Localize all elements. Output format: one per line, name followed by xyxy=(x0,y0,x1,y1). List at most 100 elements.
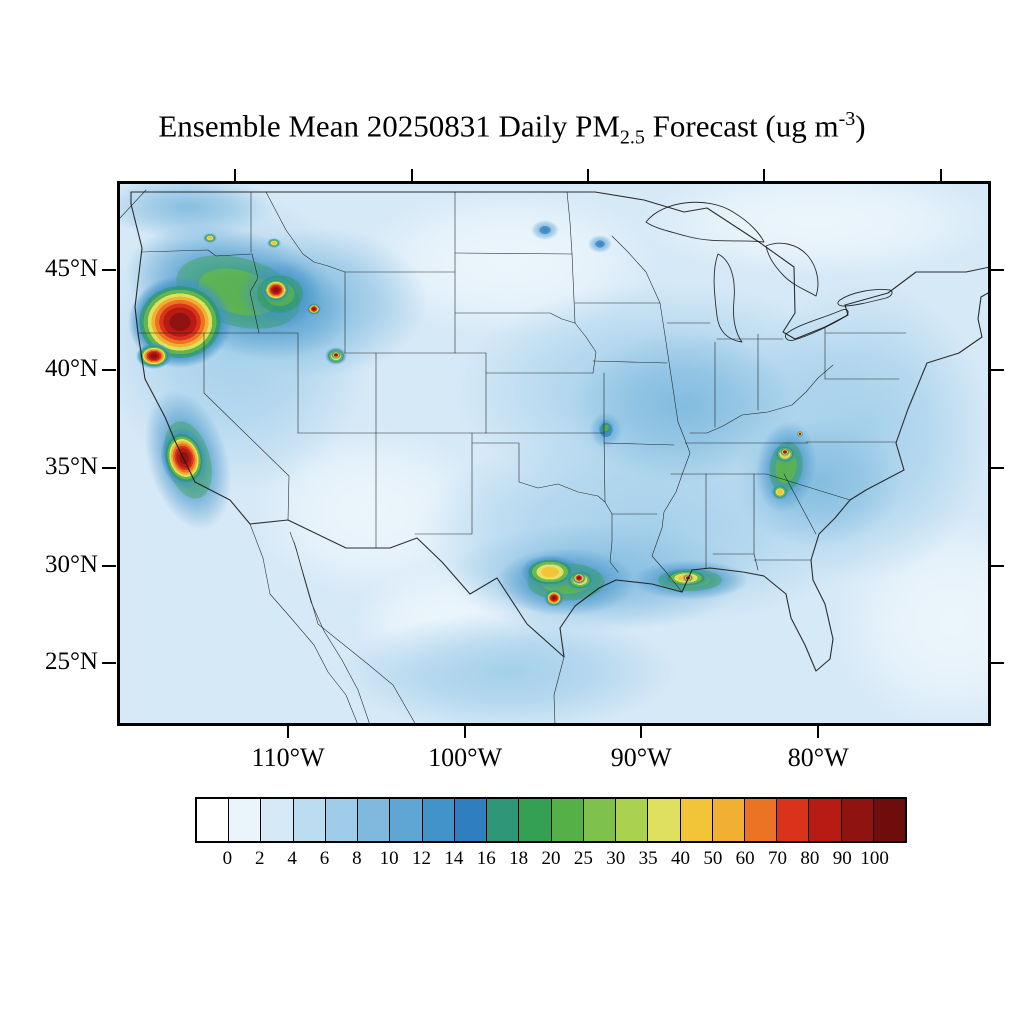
colorbar-label: 30 xyxy=(606,848,626,869)
colorbar-label: 14 xyxy=(444,848,464,869)
hotspot-sierra-foothills-core xyxy=(160,427,208,489)
axis-tick xyxy=(233,169,236,182)
colorbar-label: 100 xyxy=(860,848,889,869)
state-border-line xyxy=(471,442,606,503)
axis-tick xyxy=(990,268,1004,271)
figure-title: Ensemble Mean 20250831 Daily PM2.5 Forec… xyxy=(76,108,948,150)
title-superscript: -3 xyxy=(838,108,856,130)
background-field-region xyxy=(638,182,990,277)
axis-tick xyxy=(287,725,290,738)
colorbar-cell xyxy=(648,799,681,841)
colorbar-cell xyxy=(519,799,552,841)
axis-tick xyxy=(102,467,116,470)
colorbar-labels: 0 2 4 6 8 10 12 14 16 18 20 25 30 35 40 50 60 70 80 90 100 xyxy=(195,848,907,878)
background-field-region xyxy=(338,612,678,725)
colorbar-label: 6 xyxy=(319,848,330,869)
colorbar-cell xyxy=(551,799,584,841)
hotspot-idaho-panhandle-dot xyxy=(267,238,281,248)
state-border-line xyxy=(689,364,834,434)
state-border-line xyxy=(414,432,473,535)
axis-tick xyxy=(990,564,1004,567)
state-border-line xyxy=(119,189,147,219)
colorbar-label: 12 xyxy=(412,848,432,869)
colorbar-cell xyxy=(261,799,294,841)
hotspot-washington-dot xyxy=(203,233,217,243)
latitude-label: 35°N xyxy=(44,453,98,481)
hotspot-maryland-dot xyxy=(797,431,803,437)
hotspot-virginia-yellow xyxy=(771,484,789,500)
axis-tick xyxy=(464,725,467,738)
colorbar-label: 80 xyxy=(800,848,820,869)
colorbar-cell xyxy=(809,799,842,841)
latitude-label: 30°N xyxy=(44,550,98,578)
us-canada-border xyxy=(130,191,990,340)
hotspot-idaho-core xyxy=(261,277,291,303)
axis-tick xyxy=(102,368,116,371)
longitude-label: 100°W xyxy=(428,743,503,772)
state-border-line xyxy=(553,656,565,725)
state-border-line xyxy=(611,235,691,593)
colorbar-label: 70 xyxy=(768,848,788,869)
hotspot-montana-spot xyxy=(307,303,321,315)
axis-tick xyxy=(410,169,413,182)
axis-tick xyxy=(990,467,1004,470)
axis-tick xyxy=(102,662,116,665)
background-field-region xyxy=(118,182,273,239)
state-border-line xyxy=(203,332,290,521)
state-border-line xyxy=(783,473,817,535)
hotspot-texas-gulf-core xyxy=(544,589,564,607)
hotspot-norcal-coastal-spot xyxy=(136,343,172,369)
colorbar-cell xyxy=(873,799,906,841)
latitude-label: 25°N xyxy=(44,647,98,675)
colorbar-cells xyxy=(195,797,907,843)
state-border-line xyxy=(566,191,573,255)
colorbar-label: 90 xyxy=(832,848,852,869)
colorbar-cell xyxy=(358,799,391,841)
colorbar-cell xyxy=(325,799,359,841)
hotspot-wyoming-spot-core xyxy=(331,351,341,359)
hotspot-west-virginia-core xyxy=(780,448,790,456)
title-subscript: 2.5 xyxy=(619,126,645,149)
latitude-label: 40°N xyxy=(44,354,98,382)
colorbar-cell xyxy=(454,799,488,841)
colorbar-label: 2 xyxy=(254,848,265,869)
title-suffix: ) xyxy=(855,108,866,144)
colorbar-label: 60 xyxy=(735,848,755,869)
colorbar-label: 10 xyxy=(379,848,399,869)
axis-tick xyxy=(990,662,1004,665)
axis-tick xyxy=(990,368,1004,371)
longitude-label: 110°W xyxy=(251,743,325,772)
axis-tick xyxy=(587,169,589,182)
colorbar-cell xyxy=(422,799,455,841)
axis-tick xyxy=(763,169,766,182)
hotspot-missouri-green-core xyxy=(598,419,614,437)
background-field-region xyxy=(531,220,559,240)
hotspot-louisiana-core xyxy=(572,572,586,584)
colorbar-cell xyxy=(583,799,617,841)
state-border-line xyxy=(454,312,576,324)
colorbar-label: 50 xyxy=(703,848,723,869)
colorbar-label: 0 xyxy=(222,848,233,869)
colorbar-label: 8 xyxy=(352,848,362,869)
colorbar-cell xyxy=(390,799,423,841)
state-border-line xyxy=(293,541,417,725)
state-border-line xyxy=(604,501,619,573)
great-lake-outline xyxy=(645,201,765,243)
state-border-line xyxy=(249,523,359,725)
colorbar-cell xyxy=(487,799,520,841)
colorbar-cell xyxy=(841,799,874,841)
colorbar-cell xyxy=(616,799,649,841)
state-border-line xyxy=(249,253,260,334)
longitude-label: 80°W xyxy=(787,743,849,772)
axis-tick xyxy=(640,725,643,738)
colorbar-label: 25 xyxy=(573,848,593,869)
state-border-line xyxy=(670,473,851,501)
latitude-label: 45°N xyxy=(44,254,98,282)
axis-tick xyxy=(102,268,116,271)
axis-tick xyxy=(817,725,820,738)
colorbar-cell xyxy=(229,799,262,841)
axis-tick xyxy=(102,564,116,567)
state-border-line xyxy=(265,191,346,273)
colorbar-label: 35 xyxy=(638,848,658,869)
background-field-region xyxy=(588,235,612,253)
